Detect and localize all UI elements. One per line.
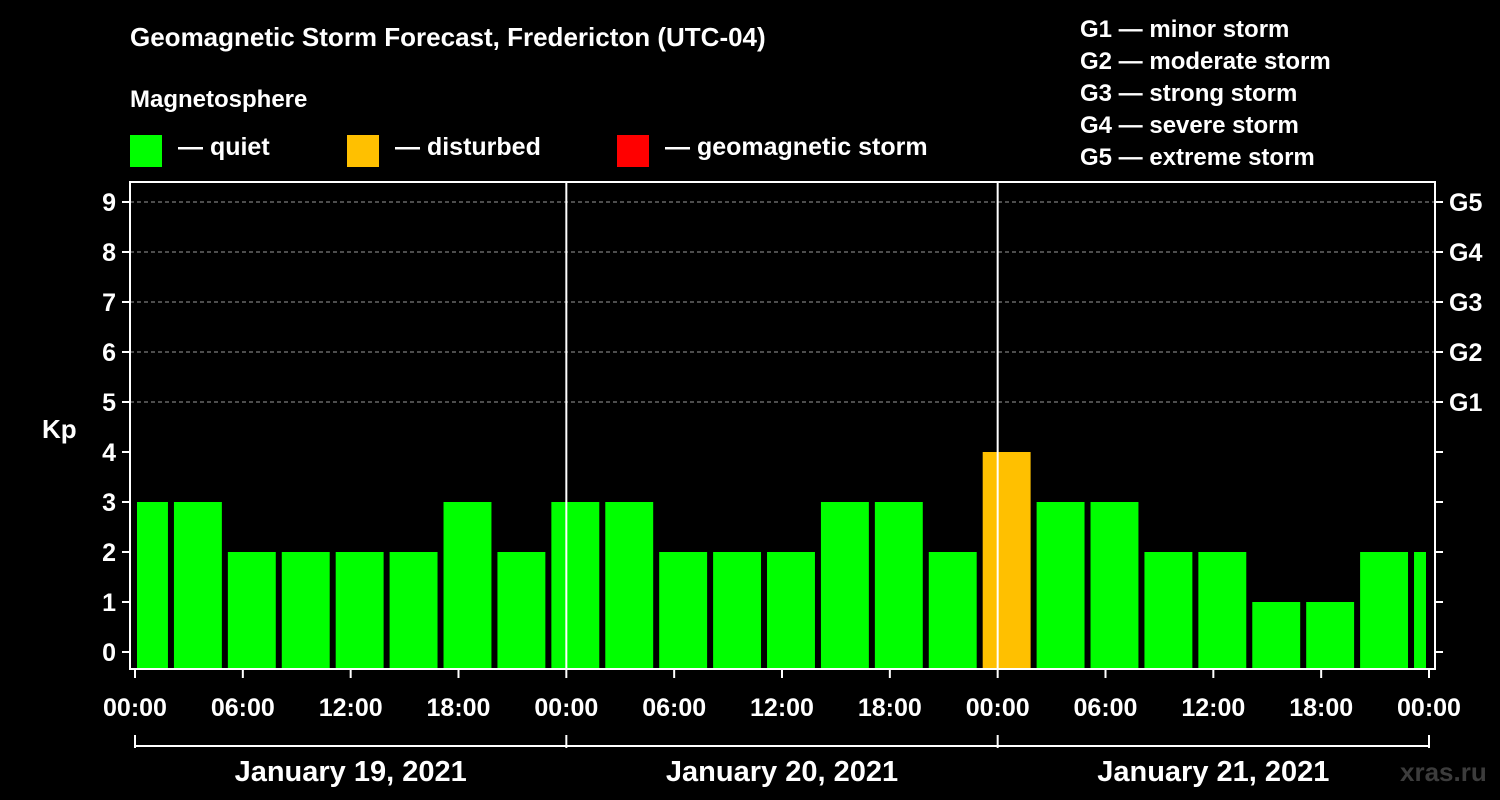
legend-heading: Magnetosphere bbox=[130, 86, 308, 113]
kp-bar bbox=[1036, 502, 1085, 669]
x-tick-label: 00:00 bbox=[966, 694, 1030, 722]
kp-bar bbox=[1252, 602, 1301, 669]
legend-swatch-storm bbox=[617, 135, 649, 167]
y-tick-label: 8 bbox=[102, 239, 116, 267]
storm-level-label: G4 bbox=[1449, 239, 1482, 267]
x-tick-label: 18:00 bbox=[427, 694, 491, 722]
kp-bar bbox=[605, 502, 654, 669]
legend-label-quiet: — quiet bbox=[178, 133, 270, 161]
legend-swatch-disturbed bbox=[347, 135, 379, 167]
kp-bar bbox=[281, 552, 330, 669]
x-tick-label: 18:00 bbox=[858, 694, 922, 722]
x-tick-label: 06:00 bbox=[1074, 694, 1138, 722]
y-tick-label: 0 bbox=[102, 639, 116, 667]
day-label: January 20, 2021 bbox=[666, 756, 898, 788]
x-tick-label: 00:00 bbox=[534, 694, 598, 722]
y-tick-label: 7 bbox=[102, 289, 116, 317]
kp-bar bbox=[227, 552, 276, 669]
kp-bar bbox=[1360, 552, 1409, 669]
kp-bar bbox=[659, 552, 708, 669]
kp-bar bbox=[1414, 552, 1426, 669]
kp-bar bbox=[1090, 502, 1139, 669]
legend-swatch-quiet bbox=[130, 135, 162, 167]
kp-bar bbox=[982, 452, 1031, 669]
x-tick-label: 00:00 bbox=[1397, 694, 1461, 722]
storm-level-label: G3 bbox=[1449, 289, 1482, 317]
legend-label-storm: — geomagnetic storm bbox=[665, 133, 928, 161]
y-tick-label: 6 bbox=[102, 339, 116, 367]
legend-label-disturbed: — disturbed bbox=[395, 133, 541, 161]
y-axis-title: Kp bbox=[42, 414, 77, 444]
kp-bar bbox=[389, 552, 438, 669]
kp-bar bbox=[1144, 552, 1193, 669]
y-tick-label: 5 bbox=[102, 389, 116, 417]
x-tick-label: 12:00 bbox=[319, 694, 383, 722]
x-tick-label: 06:00 bbox=[211, 694, 275, 722]
kp-bar bbox=[173, 502, 222, 669]
storm-scale-g5: G5 — extreme storm bbox=[1080, 144, 1315, 171]
kp-bar bbox=[713, 552, 762, 669]
kp-bar bbox=[767, 552, 815, 669]
kp-bar bbox=[1198, 552, 1247, 669]
x-tick-label: 06:00 bbox=[642, 694, 706, 722]
storm-scale-g1: G1 — minor storm bbox=[1080, 16, 1290, 43]
kp-bar bbox=[874, 502, 923, 669]
kp-bar bbox=[137, 502, 168, 669]
day-label: January 21, 2021 bbox=[1097, 756, 1329, 788]
watermark: xras.ru bbox=[1400, 757, 1487, 787]
storm-level-label: G5 bbox=[1449, 189, 1482, 217]
kp-bar bbox=[928, 552, 977, 669]
day-label: January 19, 2021 bbox=[235, 756, 467, 788]
y-tick-label: 4 bbox=[102, 439, 116, 467]
y-tick-label: 1 bbox=[102, 589, 116, 617]
kp-bar bbox=[551, 502, 600, 669]
x-tick-label: 12:00 bbox=[750, 694, 814, 722]
storm-level-label: G2 bbox=[1449, 339, 1482, 367]
kp-bar bbox=[335, 552, 384, 669]
kp-bar bbox=[1306, 602, 1355, 669]
kp-bar bbox=[443, 502, 492, 669]
kp-bar bbox=[497, 552, 546, 669]
storm-scale-g3: G3 — strong storm bbox=[1080, 80, 1298, 107]
chart-title: Geomagnetic Storm Forecast, Fredericton … bbox=[130, 22, 766, 52]
y-tick-label: 2 bbox=[102, 539, 116, 567]
storm-scale-g4: G4 — severe storm bbox=[1080, 112, 1299, 139]
x-tick-label: 12:00 bbox=[1181, 694, 1245, 722]
x-tick-label: 18:00 bbox=[1289, 694, 1353, 722]
storm-scale-g2: G2 — moderate storm bbox=[1080, 48, 1331, 75]
kp-bar bbox=[820, 502, 869, 669]
storm-level-label: G1 bbox=[1449, 389, 1482, 417]
x-tick-label: 00:00 bbox=[103, 694, 167, 722]
y-tick-label: 9 bbox=[102, 189, 116, 217]
y-tick-label: 3 bbox=[102, 489, 116, 517]
